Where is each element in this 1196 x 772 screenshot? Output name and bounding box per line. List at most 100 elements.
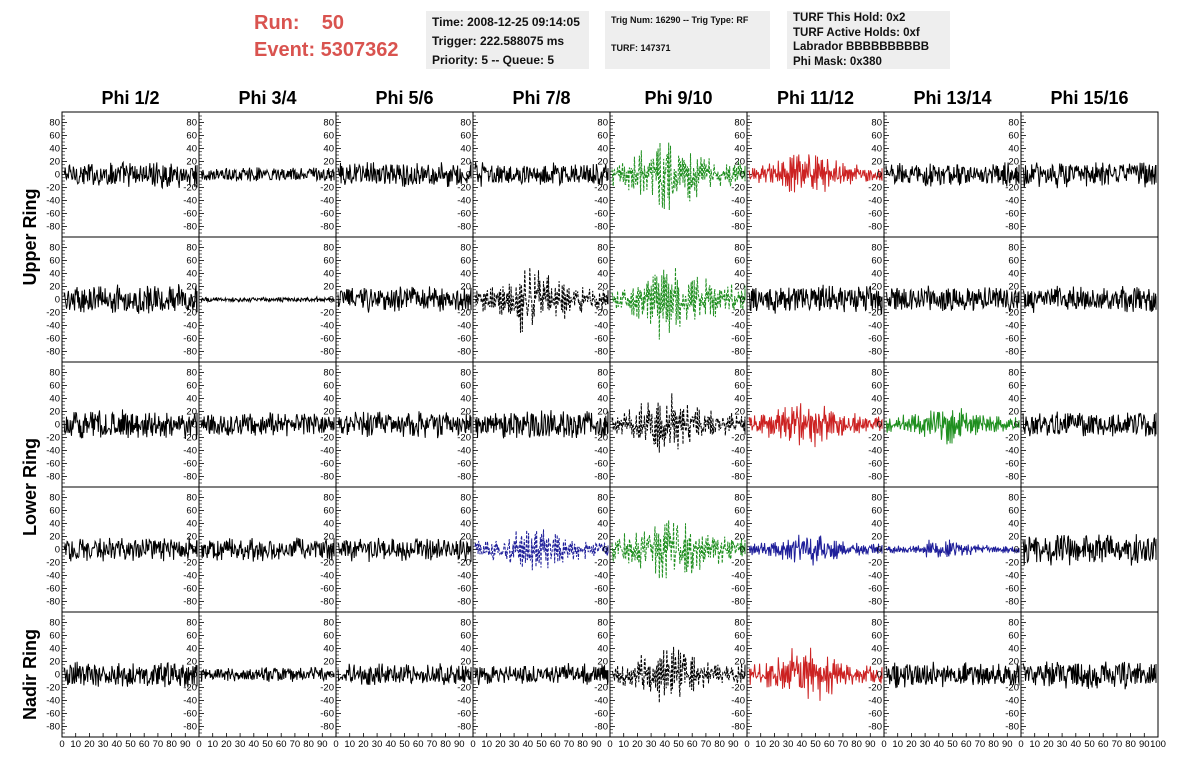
row-title: Upper Ring xyxy=(20,189,40,286)
y-tick-label: 40 xyxy=(49,269,60,280)
waveform-trace xyxy=(885,539,1020,558)
y-tick-label: -60 xyxy=(457,209,471,220)
y-tick-label: 80 xyxy=(734,243,745,254)
y-tick-label: 40 xyxy=(186,644,197,655)
y-tick-label: 40 xyxy=(1008,144,1019,155)
y-tick-label: 0 xyxy=(877,670,882,681)
y-tick-label: 0 xyxy=(55,170,60,181)
row-title: Lower Ring xyxy=(20,438,40,536)
y-tick-label: -40 xyxy=(731,696,745,707)
y-tick-label: -60 xyxy=(183,459,197,470)
x-tick-label: 30 xyxy=(235,739,246,750)
y-tick-label: -80 xyxy=(1005,472,1019,483)
waveform-trace xyxy=(748,403,883,448)
y-tick-label: -80 xyxy=(731,222,745,233)
y-tick-label: 80 xyxy=(871,493,882,504)
y-tick-label: -80 xyxy=(868,472,882,483)
y-tick-label: 40 xyxy=(1008,269,1019,280)
y-tick-label: 60 xyxy=(1008,256,1019,267)
y-tick-label: 80 xyxy=(460,618,471,629)
waveform-panel: 80 60 40 20 0 -20 -40 -60 -80 xyxy=(868,111,1022,238)
x-tick-label: 40 xyxy=(249,739,260,750)
y-tick-label: 20 xyxy=(460,532,471,543)
waveform-trace xyxy=(474,410,609,439)
y-tick-label: -40 xyxy=(594,196,608,207)
waveform-trace xyxy=(200,666,335,683)
y-tick-label: 80 xyxy=(1008,118,1019,129)
x-tick-label: 60 xyxy=(550,739,561,750)
y-tick-label: -20 xyxy=(46,558,60,569)
y-tick-label: -60 xyxy=(731,709,745,720)
x-tick-label: 70 xyxy=(1112,739,1123,750)
y-tick-label: 40 xyxy=(597,644,608,655)
y-tick-label: 60 xyxy=(186,131,197,142)
y-tick-label: 60 xyxy=(460,256,471,267)
y-tick-label: 0 xyxy=(466,670,471,681)
y-tick-label: 80 xyxy=(323,493,334,504)
y-tick-label: -60 xyxy=(320,459,334,470)
y-tick-label: -60 xyxy=(320,334,334,345)
waveform-trace xyxy=(748,534,883,566)
turf-text: TURF: 147371 xyxy=(611,43,671,53)
waveform-panel: 80 60 40 20 0 -20 -40 -60 -80 xyxy=(731,111,885,238)
waveform-panel: 80 60 40 20 0 -20 -40 -60 -80 xyxy=(594,486,748,613)
y-tick-label: -60 xyxy=(457,459,471,470)
y-tick-label: 40 xyxy=(323,519,334,530)
waveform-trace xyxy=(1022,411,1157,437)
waveform-trace xyxy=(474,267,609,333)
y-tick-label: 80 xyxy=(871,368,882,379)
y-tick-label: -20 xyxy=(868,433,882,444)
y-tick-label: 20 xyxy=(323,407,334,418)
waveform-panel: 80 60 40 20 0 -20 -40 -60 -80 xyxy=(868,361,1022,488)
waveform-panel: 80 60 40 20 0 -20 -40 -60 -80 xyxy=(46,361,200,488)
x-tick-label: 100 xyxy=(1150,739,1166,750)
y-tick-label: 60 xyxy=(460,381,471,392)
y-tick-label: 40 xyxy=(460,519,471,530)
waveform-panel: 80 60 40 20 0 -20 -40 -60 -80 xyxy=(594,111,748,238)
waveform-panel: 80 60 40 20 0 -20 -40 -60 -80 xyxy=(320,611,474,738)
column-title: Phi 3/4 xyxy=(238,88,296,108)
waveform-trace xyxy=(337,286,472,313)
waveform-panel: 80 60 40 20 0 -20 -40 -60 -80 xyxy=(183,111,337,238)
x-tick-label: 10 xyxy=(207,739,218,750)
waveform-trace xyxy=(200,537,335,562)
y-tick-label: -20 xyxy=(46,433,60,444)
x-tick-label: 30 xyxy=(920,739,931,750)
y-tick-label: 60 xyxy=(1008,381,1019,392)
y-tick-label: 40 xyxy=(597,269,608,280)
y-tick-label: 60 xyxy=(597,506,608,517)
x-tick-label: 70 xyxy=(564,739,575,750)
x-tick-label: 90 xyxy=(1002,739,1013,750)
y-tick-label: -40 xyxy=(320,196,334,207)
y-tick-label: 20 xyxy=(323,657,334,668)
y-tick-label: 20 xyxy=(460,157,471,168)
waveform-trace xyxy=(337,411,472,439)
y-tick-label: -80 xyxy=(183,722,197,733)
y-tick-label: 80 xyxy=(186,243,197,254)
x-tick-label: 50 xyxy=(947,739,958,750)
y-tick-label: -80 xyxy=(731,597,745,608)
y-tick-label: -80 xyxy=(320,472,334,483)
y-tick-label: 20 xyxy=(1008,407,1019,418)
y-tick-label: -60 xyxy=(594,209,608,220)
x-tick-label: 60 xyxy=(961,739,972,750)
x-tick-label: 0 xyxy=(196,739,201,750)
x-tick-label: 70 xyxy=(701,739,712,750)
y-tick-label: -60 xyxy=(731,459,745,470)
y-tick-label: 80 xyxy=(871,118,882,129)
y-tick-label: 40 xyxy=(186,269,197,280)
y-tick-label: -60 xyxy=(868,209,882,220)
y-tick-label: -40 xyxy=(46,696,60,707)
y-tick-label: -20 xyxy=(868,558,882,569)
y-tick-label: -40 xyxy=(731,571,745,582)
x-tick-label: 40 xyxy=(660,739,671,750)
y-tick-label: -20 xyxy=(731,683,745,694)
y-tick-label: 60 xyxy=(460,131,471,142)
y-tick-label: 0 xyxy=(329,670,334,681)
y-tick-label: -40 xyxy=(46,446,60,457)
x-tick-label: 80 xyxy=(1125,739,1136,750)
y-tick-label: 0 xyxy=(1014,295,1019,306)
x-tick-label: 80 xyxy=(166,739,177,750)
y-tick-label: -80 xyxy=(1005,722,1019,733)
y-tick-label: 40 xyxy=(871,519,882,530)
